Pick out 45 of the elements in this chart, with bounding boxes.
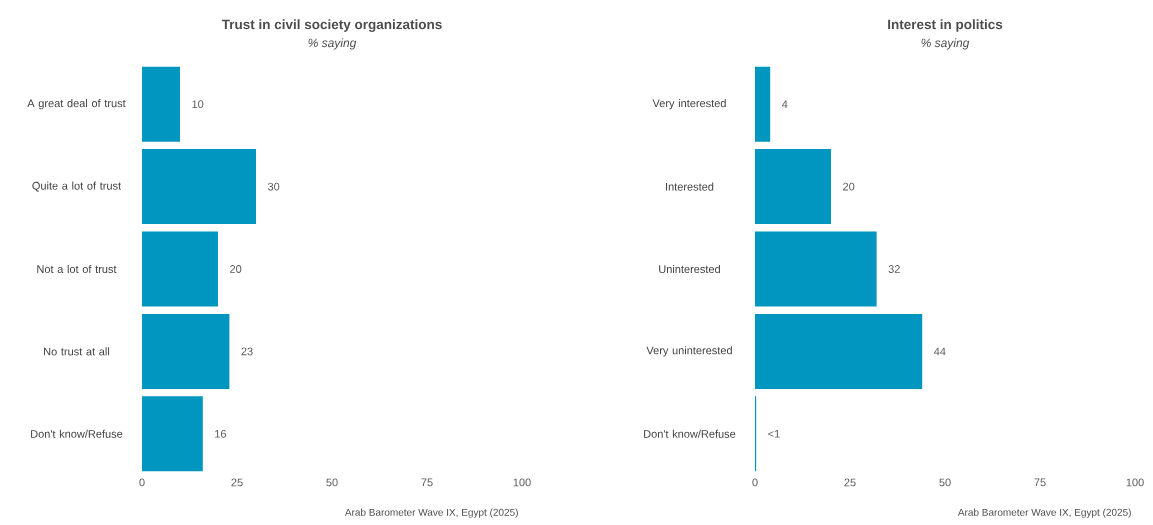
x-tick-label: 75 [1034, 478, 1046, 487]
data-label: 20 [230, 265, 242, 273]
y-tick-label: Very uninterested [646, 346, 732, 357]
bar [755, 149, 832, 225]
x-tick-label: 0 [752, 478, 758, 487]
y-tick-label: A great deal of trust [27, 99, 126, 110]
chart-subtitle: % saying [921, 38, 970, 50]
bar [755, 313, 923, 389]
y-tick-label: Uninterested [659, 264, 720, 274]
x-tick-label: 100 [513, 478, 531, 487]
text: Arab Barometer Wave IX, Egypt (2025) [344, 508, 518, 518]
x-tick-label: 25 [231, 478, 243, 487]
x-tick-label: 75 [421, 478, 433, 487]
bar [142, 396, 203, 472]
bar [142, 313, 230, 389]
y-tick-label: Quite a lot of trust [32, 181, 122, 192]
text: Arab Barometer Wave IX, Egypt (2025) [957, 508, 1131, 518]
bar [755, 66, 771, 142]
data-label: 44 [933, 347, 946, 356]
data-label: <1 [768, 430, 780, 438]
data-label: 4 [781, 100, 788, 108]
y-tick-label: Don't know/Refuse [644, 429, 736, 438]
data-label: 20 [843, 182, 855, 191]
x-tick-label: 25 [844, 478, 856, 487]
y-tick-label: Interested [666, 182, 714, 191]
y-tick-label: No trust at all [44, 347, 110, 356]
x-tick-label: 100 [1126, 478, 1144, 487]
data-label: 10 [192, 100, 204, 109]
bar [142, 231, 218, 307]
data-label: 32 [888, 265, 900, 273]
chart-title: Trust in civil society organizations [221, 19, 442, 32]
x-tick-label: 50 [326, 478, 338, 487]
data-label: 16 [215, 429, 227, 438]
chart-subtitle: % saying [308, 38, 357, 50]
bar [755, 231, 877, 307]
data-label: 30 [267, 182, 280, 191]
x-tick-label: 0 [139, 478, 145, 487]
y-tick-label: Very interested [652, 99, 726, 110]
y-tick-label: Don't know/Refuse [31, 429, 123, 438]
data-label: 23 [241, 347, 253, 356]
chart-title: Interest in politics [888, 19, 1003, 32]
x-tick-label: 50 [939, 478, 951, 487]
bar [142, 66, 180, 142]
bar [142, 149, 256, 225]
y-tick-label: Not a lot of trust [37, 264, 117, 274]
